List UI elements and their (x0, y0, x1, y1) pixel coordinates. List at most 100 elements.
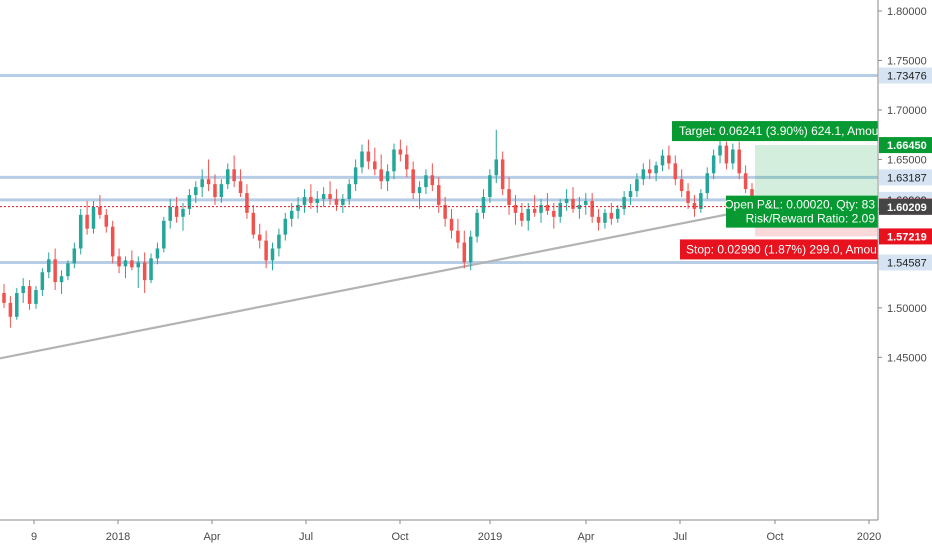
candle-body[interactable] (679, 179, 684, 192)
candle-body[interactable] (321, 194, 326, 200)
candle-body[interactable] (667, 155, 671, 164)
candle-body[interactable] (475, 212, 479, 237)
candle-body[interactable] (353, 167, 358, 185)
candle-body[interactable] (78, 214, 83, 249)
candle-body[interactable] (245, 193, 249, 213)
candle-body[interactable] (270, 248, 275, 261)
candle-body[interactable] (532, 208, 537, 213)
candle-body[interactable] (347, 184, 351, 200)
candle-body[interactable] (15, 293, 19, 317)
candle-body[interactable] (341, 199, 345, 205)
candle-body[interactable] (296, 204, 300, 211)
candle-body[interactable] (456, 230, 460, 243)
candle-body[interactable] (424, 175, 428, 188)
candle-body[interactable] (443, 204, 447, 219)
candle-body[interactable] (436, 185, 441, 205)
candle-body[interactable] (603, 212, 607, 223)
candle-body[interactable] (21, 286, 25, 294)
candle-body[interactable] (405, 154, 409, 170)
candle-body[interactable] (110, 226, 115, 257)
candle-body[interactable] (181, 208, 185, 217)
candle-body[interactable] (277, 234, 281, 249)
candle-body[interactable] (136, 262, 141, 268)
candle-body[interactable] (705, 173, 710, 194)
candle-body[interactable] (360, 151, 364, 168)
candle-body[interactable] (411, 169, 415, 194)
candle-body[interactable] (85, 214, 89, 229)
candle-body[interactable] (162, 220, 166, 249)
candle-body[interactable] (385, 171, 390, 182)
candle-body[interactable] (328, 194, 332, 200)
candle-body[interactable] (558, 202, 562, 217)
candle-body[interactable] (641, 169, 646, 180)
candle-body[interactable] (142, 262, 147, 281)
candle-body[interactable] (98, 206, 102, 215)
candle-body[interactable] (2, 293, 6, 303)
target-label[interactable]: Target: 0.06241 (3.90%) 624.1, Amou (672, 121, 878, 142)
candle-body[interactable] (130, 260, 134, 268)
candle-body[interactable] (117, 256, 121, 267)
candle-body[interactable] (737, 149, 741, 174)
trendline[interactable] (0, 206, 761, 360)
candle-body[interactable] (488, 175, 492, 198)
candle-body[interactable] (149, 258, 153, 281)
candle-body[interactable] (539, 204, 543, 213)
candle-body[interactable] (289, 210, 294, 219)
candle-body[interactable] (398, 149, 403, 155)
candle-body[interactable] (283, 218, 288, 235)
candle-body[interactable] (699, 193, 703, 209)
candle-body[interactable] (59, 276, 64, 283)
candle-body[interactable] (174, 206, 179, 217)
candle-body[interactable] (66, 263, 70, 277)
candle-body[interactable] (526, 208, 530, 221)
candle-body[interactable] (545, 204, 550, 211)
candle-body[interactable] (724, 145, 729, 164)
candle-body[interactable] (251, 212, 256, 235)
candle-body[interactable] (302, 197, 307, 205)
candle-body[interactable] (226, 169, 230, 185)
candle-body[interactable] (552, 210, 556, 217)
candle-body[interactable] (584, 200, 588, 205)
candle-body[interactable] (481, 197, 486, 213)
candle-body[interactable] (622, 197, 626, 209)
candle-body[interactable] (40, 272, 45, 291)
candle-body[interactable] (718, 145, 722, 156)
candle-body[interactable] (692, 202, 697, 209)
stop-label[interactable]: Stop: 0.02990 (1.87%) 299.0, Amou (680, 239, 878, 260)
candle-body[interactable] (200, 179, 204, 188)
candle-body[interactable] (494, 159, 499, 176)
candle-body[interactable] (513, 204, 518, 213)
candle-body[interactable] (34, 290, 38, 304)
candle-body[interactable] (104, 214, 109, 227)
candle-body[interactable] (315, 199, 320, 203)
candle-body[interactable] (609, 212, 614, 219)
candle-body[interactable] (417, 187, 422, 194)
candle-body[interactable] (743, 173, 748, 190)
candle-body[interactable] (590, 200, 594, 217)
candle-body[interactable] (366, 151, 371, 162)
candle-body[interactable] (430, 175, 435, 186)
candle-body[interactable] (660, 155, 665, 166)
candle-body[interactable] (238, 181, 243, 194)
candle-body[interactable] (500, 159, 505, 190)
candle-body[interactable] (673, 163, 678, 180)
candle-body[interactable] (72, 248, 77, 264)
candle-body[interactable] (46, 259, 51, 273)
candle-body[interactable] (571, 199, 575, 209)
candle-body[interactable] (615, 208, 620, 219)
candle-body[interactable] (635, 179, 639, 192)
candle-body[interactable] (91, 206, 96, 229)
candle-body[interactable] (309, 197, 313, 203)
candle-body[interactable] (628, 191, 633, 198)
candle-body[interactable] (462, 242, 467, 263)
candle-body[interactable] (206, 179, 211, 185)
candle-body[interactable] (123, 260, 128, 267)
candle-body[interactable] (520, 212, 524, 221)
candle-body[interactable] (8, 302, 13, 317)
candle-body[interactable] (564, 199, 569, 203)
candle-body[interactable] (596, 216, 601, 223)
candle-body[interactable] (507, 189, 511, 205)
candle-body[interactable] (232, 169, 236, 182)
candle-body[interactable] (213, 184, 217, 198)
